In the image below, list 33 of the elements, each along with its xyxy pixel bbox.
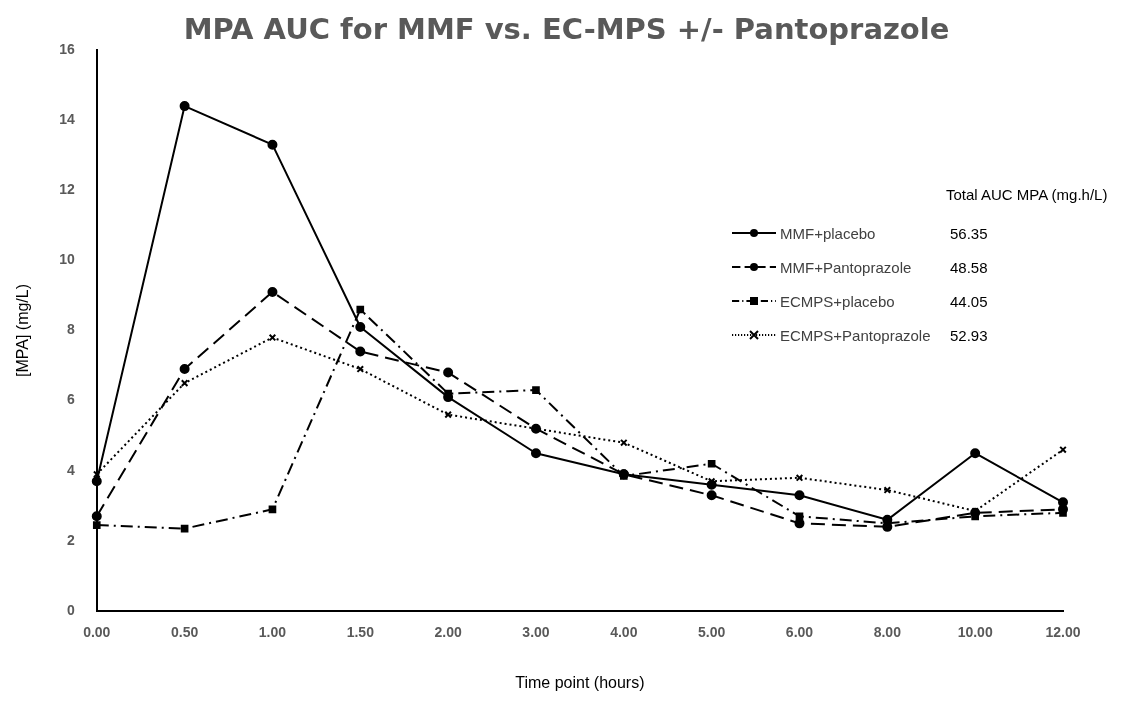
- y-tick-label: 2: [66, 531, 75, 548]
- x-tick-label: 0.50: [170, 624, 199, 641]
- y-tick-label: 6: [66, 391, 75, 408]
- x-tick-label: 1.00: [258, 624, 287, 641]
- x-tick-label: 4.00: [610, 624, 638, 641]
- y-axis-title: [MPA] (mg/L): [14, 283, 32, 378]
- y-tick-label: 16: [59, 40, 75, 57]
- legend-label: ECMPS+Pantoprazole: [780, 326, 932, 344]
- y-tick-label: 14: [59, 110, 75, 127]
- legend-label: MMF+Pantoprazole: [780, 258, 913, 276]
- y-tick-label: 0: [66, 601, 75, 618]
- annotation: 44.05: [950, 292, 988, 310]
- annotation: 56.35: [950, 224, 988, 242]
- y-tick-label: 10: [59, 251, 75, 268]
- x-tick-label: 6.00: [785, 624, 814, 641]
- x-tick-label: 5.00: [698, 624, 726, 641]
- y-tick-label: 8: [66, 321, 75, 338]
- y-tick-label: 12: [59, 181, 75, 198]
- chart-title: MPA AUC for MMF vs. EC-MPS +/- Pantoprazole: [183, 12, 950, 46]
- y-tick-label: 4: [66, 461, 75, 478]
- x-tick-label: 12.00: [1045, 624, 1081, 641]
- legend-label: MMF+placebo: [780, 224, 877, 242]
- annotation: 52.93: [950, 326, 988, 344]
- x-axis-title: Time point (hours): [515, 673, 645, 691]
- x-tick-label: 2.00: [434, 624, 462, 641]
- x-tick-label: 10.00: [957, 624, 993, 641]
- x-tick-label: 0.00: [83, 624, 111, 641]
- annotation: Total AUC MPA (mg.h/L): [945, 186, 1108, 205]
- x-tick-label: 1.50: [346, 624, 375, 641]
- x-tick-label: 3.00: [522, 624, 550, 641]
- annotation: 48.58: [950, 258, 988, 276]
- x-tick-label: 8.00: [873, 624, 902, 641]
- legend-label: ECMPS+placebo: [780, 292, 896, 310]
